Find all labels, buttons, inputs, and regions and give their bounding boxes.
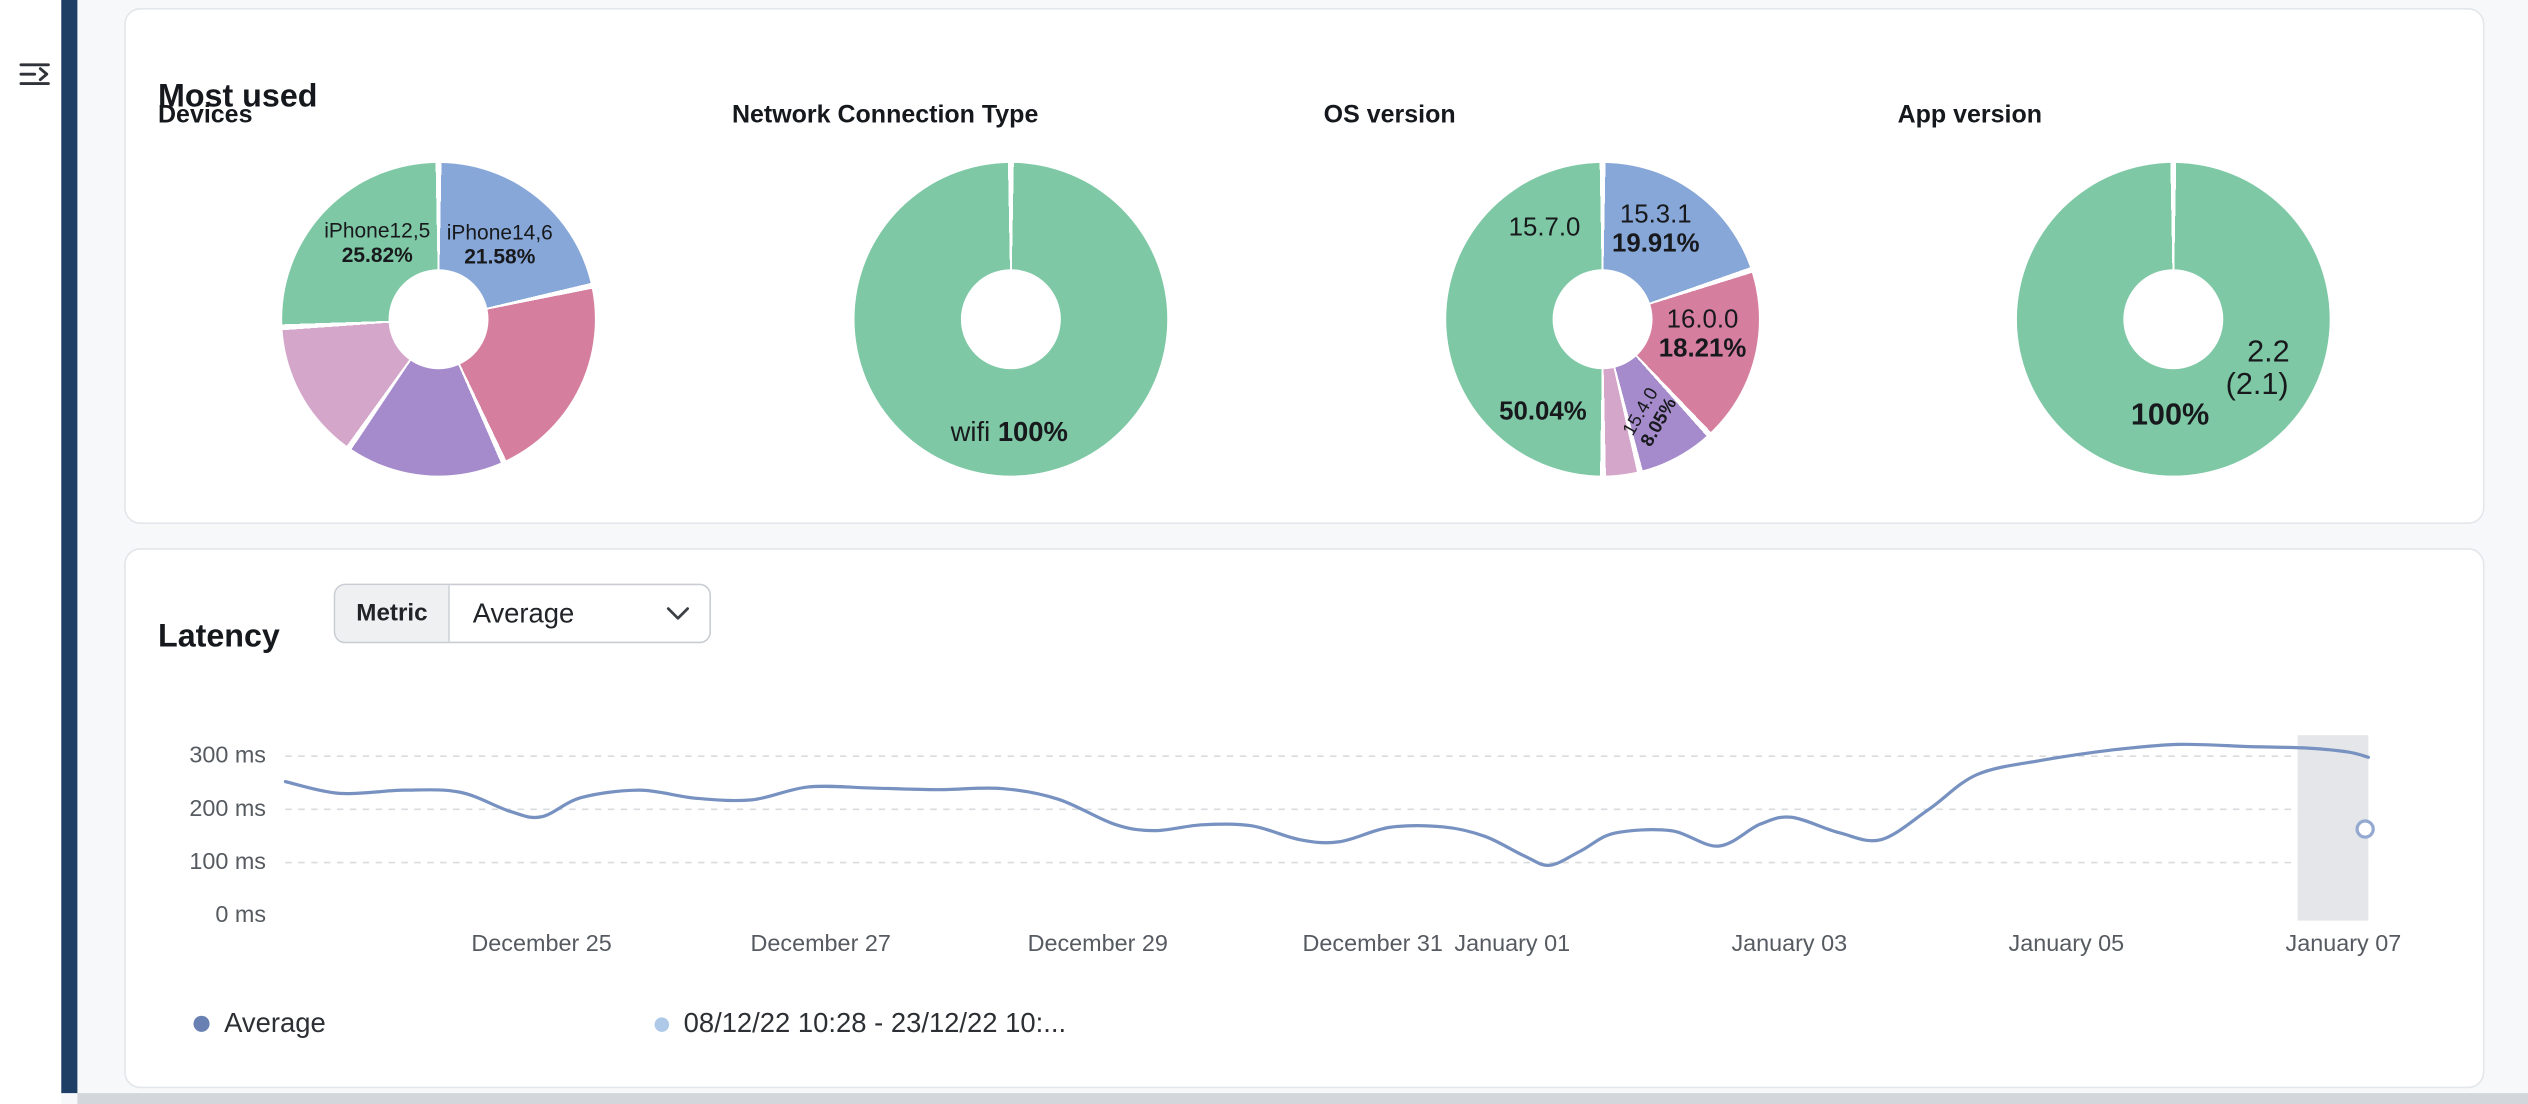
metric-select-value: Average [472,597,575,628]
legend-label: Average [224,1007,326,1039]
pie-slice-label: 2.2 [2247,335,2290,370]
x-axis-tick: December 25 [471,931,612,958]
most-used-title: Most used [158,78,318,114]
pie-slice-label: iPhone14,6 21.58% [446,219,553,268]
selection-handle[interactable] [2355,819,2375,839]
latency-card: Latency Metric Average 300 ms 200 ms 100 m… [124,548,2485,1089]
donut-chart-os-version[interactable]: 15.7.0 15.3.1 19.91% 16.0.0 18.21% 50.04% 15.4… [1446,162,1759,476]
pie-title-os-version: OS version [1323,101,1456,129]
x-axis-tick: December 27 [750,931,891,958]
pie-title-network-connection: Network Connection Type [731,101,1039,129]
pie-slice-label: 100% [2130,398,2210,433]
left-rail [0,0,62,1104]
most-used-card: Most used Devices Network Connection Typ… [124,8,2485,524]
legend-dot-icon [193,1015,210,1032]
metric-select[interactable]: Metric Average [333,583,711,644]
legend-dot-icon [654,1016,670,1032]
pie-title-app-version: App version [1897,101,2043,129]
x-axis-tick: January 01 [1454,931,1571,958]
y-axis-tick: 200 ms [189,796,267,823]
x-axis-tick: January 03 [1731,931,1848,958]
sidebar-collapsed-strip [61,0,78,1094]
x-axis-tick: December 31 [1302,931,1443,958]
pie-slice-label: 15.4.0 8.05% [1620,384,1681,451]
menu-unfold-button[interactable] [15,53,57,95]
menu-unfold-icon [19,63,50,85]
x-axis-tick: January 05 [2008,931,2125,958]
metric-select-label: Metric [335,585,451,642]
donut-chart-network-connection[interactable]: wifi 100% [854,162,1168,476]
legend-item[interactable]: Average [193,1007,326,1039]
chevron-down-icon [666,606,690,621]
pie-title-devices: Devices [158,101,253,129]
y-axis-tick: 300 ms [189,743,267,770]
pie-slice-label: 15.3.1 19.91% [1612,201,1700,258]
y-axis-tick: 0 ms [215,902,267,929]
pie-slice-label: (2.1) [2225,368,2289,403]
legend-label: 08/12/22 10:28 - 23/12/22 10:... [683,1007,1067,1039]
pie-slice-label: iPhone12,5 25.82% [324,218,431,267]
x-axis-tick: December 29 [1027,931,1168,958]
y-axis-tick: 100 ms [189,849,267,876]
pie-slice-label: 15.7.0 [1508,214,1581,242]
horizontal-scrollbar[interactable] [77,1093,2528,1104]
donut-chart-devices[interactable]: iPhone12,5 25.82% iPhone14,6 21.58% [282,162,595,476]
latency-title: Latency [158,618,280,654]
pie-slice-label: 50.04% [1499,398,1587,426]
latency-line-chart[interactable] [283,711,2375,929]
pie-slice-label: 16.0.0 18.21% [1658,306,1747,363]
latency-series-line [283,742,2371,867]
donut-chart-app-version[interactable]: 2.2 (2.1) 100% [2016,162,2330,476]
pie-slice-label: wifi 100% [950,416,1068,448]
x-axis-tick: January 07 [2285,931,2402,958]
legend-item[interactable]: 08/12/22 10:28 - 23/12/22 10:... [654,1007,1067,1039]
